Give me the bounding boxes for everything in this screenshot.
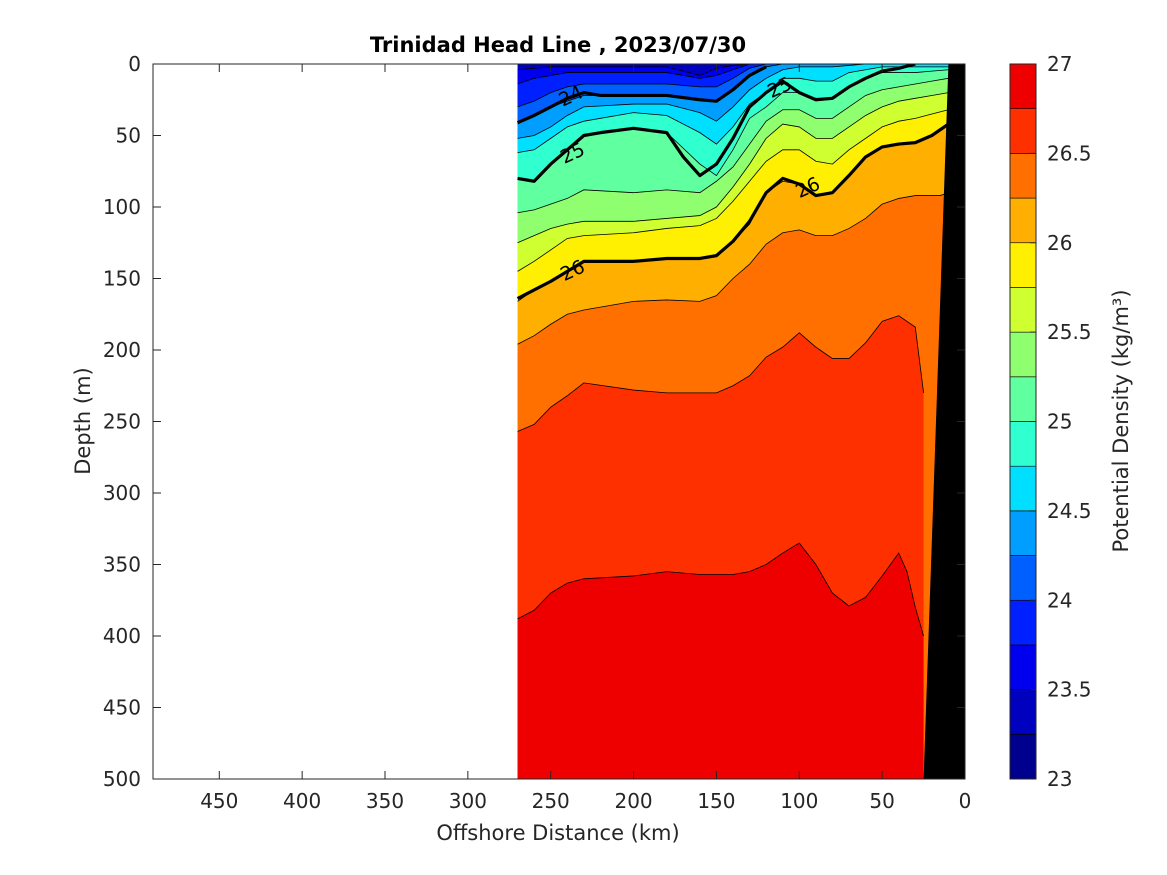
y-tick-label: 250 (103, 410, 141, 434)
y-tick-label: 200 (103, 338, 141, 362)
colorbar-swatch (1009, 197, 1037, 244)
bathymetry (923, 64, 965, 779)
x-tick-label: 250 (532, 789, 570, 813)
thin-contour-line (517, 77, 949, 214)
colorbar-swatch (1009, 153, 1037, 199)
colorbar-swatch (1009, 63, 1037, 109)
colorbar-tick-label: 27 (1047, 52, 1072, 76)
colorbar-swatch (1009, 644, 1037, 690)
colorbar-tick-label: 24 (1047, 588, 1072, 612)
thin-contour-line (517, 92, 949, 244)
contour-line-24 (516, 65, 767, 125)
colorbar-tick-label: 23.5 (1047, 678, 1092, 702)
colorbar-swatch (1009, 331, 1037, 378)
y-tick-label: 350 (103, 553, 141, 577)
density-layer (517, 543, 924, 779)
thin-contour-line (517, 109, 949, 272)
thin-contour-line (517, 64, 949, 85)
x-tick-label: 450 (200, 789, 238, 813)
x-tick-label: 350 (366, 789, 404, 813)
y-tick-label: 0 (128, 52, 141, 76)
colorbar-swatch (1009, 510, 1037, 556)
contour-line-25 (517, 64, 916, 183)
y-tick-label: 450 (103, 696, 141, 720)
y-tick-label: 50 (116, 124, 141, 148)
colorbar-tick-label: 24.5 (1047, 499, 1092, 523)
colorbar-tick-label: 26.5 (1047, 141, 1092, 165)
colorbar-tick-label: 23 (1047, 767, 1072, 791)
thin-contour-line (517, 192, 949, 345)
y-tick-label: 500 (103, 767, 141, 791)
x-tick-label: 300 (449, 789, 487, 813)
thin-contour-line (517, 542, 924, 637)
x-tick-label: 50 (869, 789, 894, 813)
x-tick-label: 100 (780, 789, 818, 813)
colorbar-tick-label: 25 (1047, 410, 1072, 434)
colorbar-swatch (1009, 376, 1037, 422)
thin-contour-line (517, 64, 949, 108)
colorbar-swatch (1009, 108, 1037, 154)
colorbar-label: Potential Density (kg/m³) (1109, 289, 1133, 552)
x-axis-ticks: 450 400 350 300 250 200 150 100 50 0 (200, 64, 971, 813)
thin-contour-line (517, 64, 949, 139)
colorbar-tick-label: 26 (1047, 231, 1072, 255)
x-tick-label: 0 (959, 789, 972, 813)
y-tick-label: 400 (103, 624, 141, 648)
x-tick-label: 400 (283, 789, 321, 813)
x-axis-label: Offshore Distance (km) (436, 821, 679, 845)
colorbar-swatch (1009, 242, 1037, 288)
filled-contours (517, 64, 965, 779)
colorbar-swatch (1009, 599, 1037, 646)
contour-line-26 (516, 122, 950, 300)
thin-contour-line (517, 64, 949, 76)
y-tick-label: 100 (103, 195, 141, 219)
colorbar-swatch (1009, 465, 1037, 512)
colorbar-swatch (1009, 555, 1037, 601)
labeled-contour-lines (516, 64, 950, 300)
colorbar-swatch (1009, 287, 1037, 333)
colorbar-swatch (1009, 421, 1037, 467)
thin-contour-line (517, 315, 924, 432)
y-axis-ticks: 0 50 100 150 200 250 300 350 400 450 500 (103, 52, 965, 791)
y-axis-label: Depth (m) (71, 367, 95, 474)
x-tick-label: 200 (614, 789, 652, 813)
chart-title: Trinidad Head Line , 2023/07/30 (370, 33, 746, 57)
colorbar-swatch (1009, 689, 1037, 735)
colorbar-frame (1009, 63, 1037, 780)
colorbar-swatch (1009, 734, 1037, 780)
y-tick-label: 300 (103, 481, 141, 505)
x-tick-label: 150 (697, 789, 735, 813)
colorbar: 23 23.5 24 24.5 25 25.5 26 26.5 27 (1009, 52, 1092, 791)
colorbar-tick-label: 25.5 (1047, 320, 1092, 344)
y-tick-label: 150 (103, 267, 141, 291)
